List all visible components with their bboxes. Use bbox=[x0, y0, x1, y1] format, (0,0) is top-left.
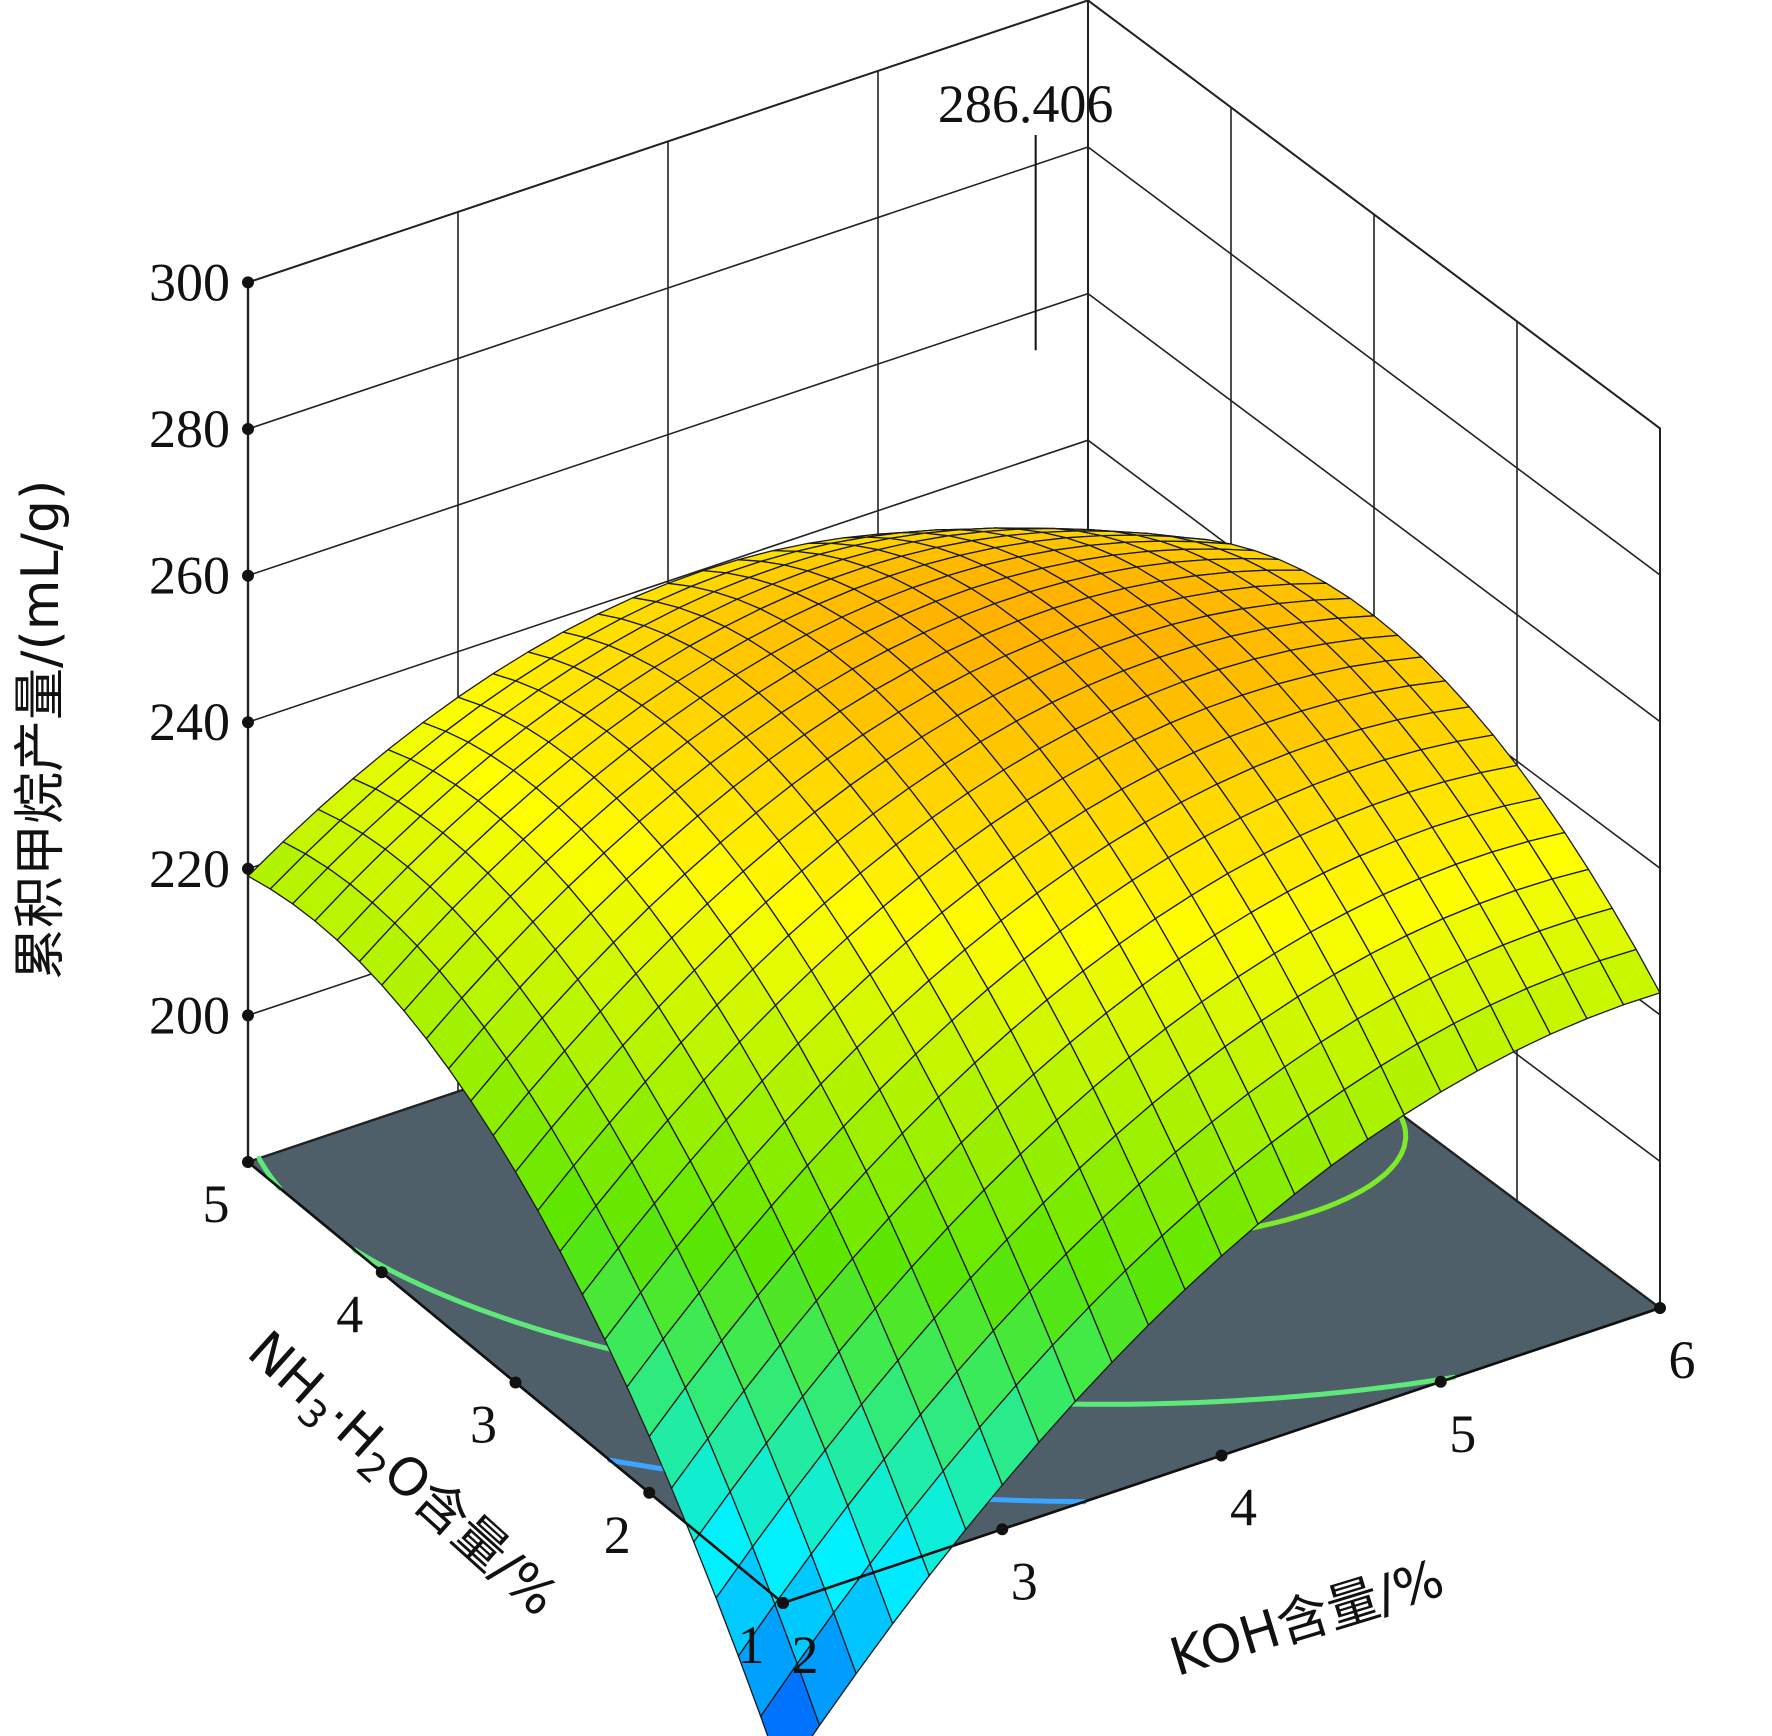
y-tick-mark bbox=[509, 1376, 522, 1389]
z-tick-mark bbox=[242, 276, 254, 289]
x-axis-title: KOH含量/% bbox=[1163, 1549, 1450, 1689]
x-tick-label: 3 bbox=[1011, 1551, 1038, 1611]
grid-line bbox=[247, 0, 1661, 430]
grid-line bbox=[247, 146, 1661, 576]
x-tick-mark bbox=[1215, 1449, 1228, 1462]
z-tick-mark bbox=[242, 1009, 254, 1022]
z-axis-title: 累积甲烷产量/(mL/g) bbox=[11, 480, 71, 980]
x-tick-mark bbox=[996, 1523, 1009, 1536]
y-tick-mark bbox=[777, 1597, 789, 1609]
z-tick-label: 280 bbox=[149, 399, 230, 459]
z-tick-label: 260 bbox=[149, 546, 230, 606]
z-tick-mark bbox=[242, 716, 254, 729]
x-tick-label: 2 bbox=[792, 1625, 819, 1685]
response-surface bbox=[247, 135, 1661, 1736]
surface-patch bbox=[760, 1663, 821, 1736]
x-tick-label: 5 bbox=[1449, 1404, 1476, 1464]
x-tick-mark bbox=[1654, 1302, 1666, 1314]
y-tick-label: 1 bbox=[738, 1615, 765, 1675]
z-tick-mark bbox=[242, 423, 254, 435]
y-tick-label: 4 bbox=[336, 1284, 363, 1344]
x-tick-mark bbox=[1434, 1375, 1447, 1388]
x-tick-label: 6 bbox=[1669, 1330, 1696, 1390]
y-tick-label: 5 bbox=[203, 1174, 230, 1234]
peak-value-label: 286.406 bbox=[938, 74, 1114, 134]
y-tick-label: 3 bbox=[470, 1395, 497, 1455]
y-tick-mark bbox=[242, 1156, 254, 1168]
grid-line bbox=[247, 292, 1661, 723]
z-tick-label: 240 bbox=[149, 692, 230, 752]
y-tick-label: 2 bbox=[604, 1505, 631, 1565]
x-tick-label: 4 bbox=[1230, 1478, 1257, 1538]
y-tick-mark bbox=[375, 1266, 388, 1279]
z-tick-label: 300 bbox=[149, 252, 230, 312]
y-tick-mark bbox=[643, 1486, 656, 1499]
z-tick-label: 220 bbox=[149, 839, 230, 899]
z-tick-mark bbox=[242, 862, 254, 875]
z-tick-label: 200 bbox=[149, 985, 230, 1045]
z-tick-mark bbox=[242, 569, 254, 582]
